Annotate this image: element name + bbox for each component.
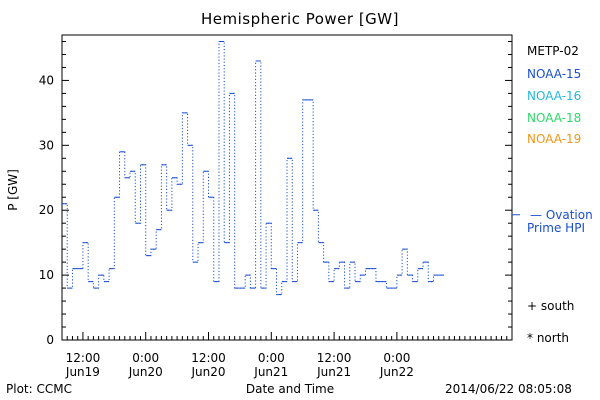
plot-timestamp: 2014/06/22 08:05:08 — [445, 382, 572, 396]
x-tick-sublabel: Jun21 — [253, 365, 288, 379]
x-tick-sublabel: Jun21 — [316, 365, 351, 379]
x-tick-sublabel: Jun22 — [379, 365, 414, 379]
x-tick-sublabel: Jun20 — [190, 365, 225, 379]
y-tick-label: 40 — [39, 73, 54, 87]
x-axis-label: Date and Time — [245, 382, 335, 396]
legend-item-noaa-18: NOAA-18 — [527, 111, 582, 125]
legend-item-noaa-15: NOAA-15 — [527, 67, 582, 81]
y-axis-label: P [GW] — [5, 169, 20, 211]
ovation-label-line2: Prime HPI — [527, 221, 585, 235]
x-tick-label: 12:00 — [191, 351, 226, 365]
y-tick-label: 10 — [39, 268, 54, 282]
chart-title: Hemispheric Power [GW] — [201, 10, 399, 28]
x-tick-sublabel: Jun19 — [65, 365, 100, 379]
ovation-label-line1: — Ovation — [530, 208, 593, 222]
legend-item-noaa-16: NOAA-16 — [527, 89, 582, 103]
x-tick-label: 0:00 — [258, 351, 285, 365]
series-line-noaa-15 — [62, 40, 444, 296]
legend-item-metp-02: METP-02 — [527, 44, 579, 58]
y-tick-label: 30 — [39, 138, 54, 152]
y-tick-label: 20 — [39, 203, 54, 217]
x-tick-label: 0:00 — [132, 351, 159, 365]
x-tick-label: 12:00 — [66, 351, 101, 365]
legend-item-noaa-19: NOAA-19 — [527, 132, 582, 146]
plot-frame — [61, 34, 513, 341]
y-tick-label: 0 — [46, 333, 54, 347]
north-marker-label: * north — [527, 331, 570, 345]
x-tick-label: 0:00 — [383, 351, 410, 365]
x-tick-label: 12:00 — [317, 351, 352, 365]
x-tick-sublabel: Jun20 — [128, 365, 163, 379]
south-marker-label: + south — [527, 299, 575, 313]
plot-credit: Plot: CCMC — [6, 382, 72, 396]
